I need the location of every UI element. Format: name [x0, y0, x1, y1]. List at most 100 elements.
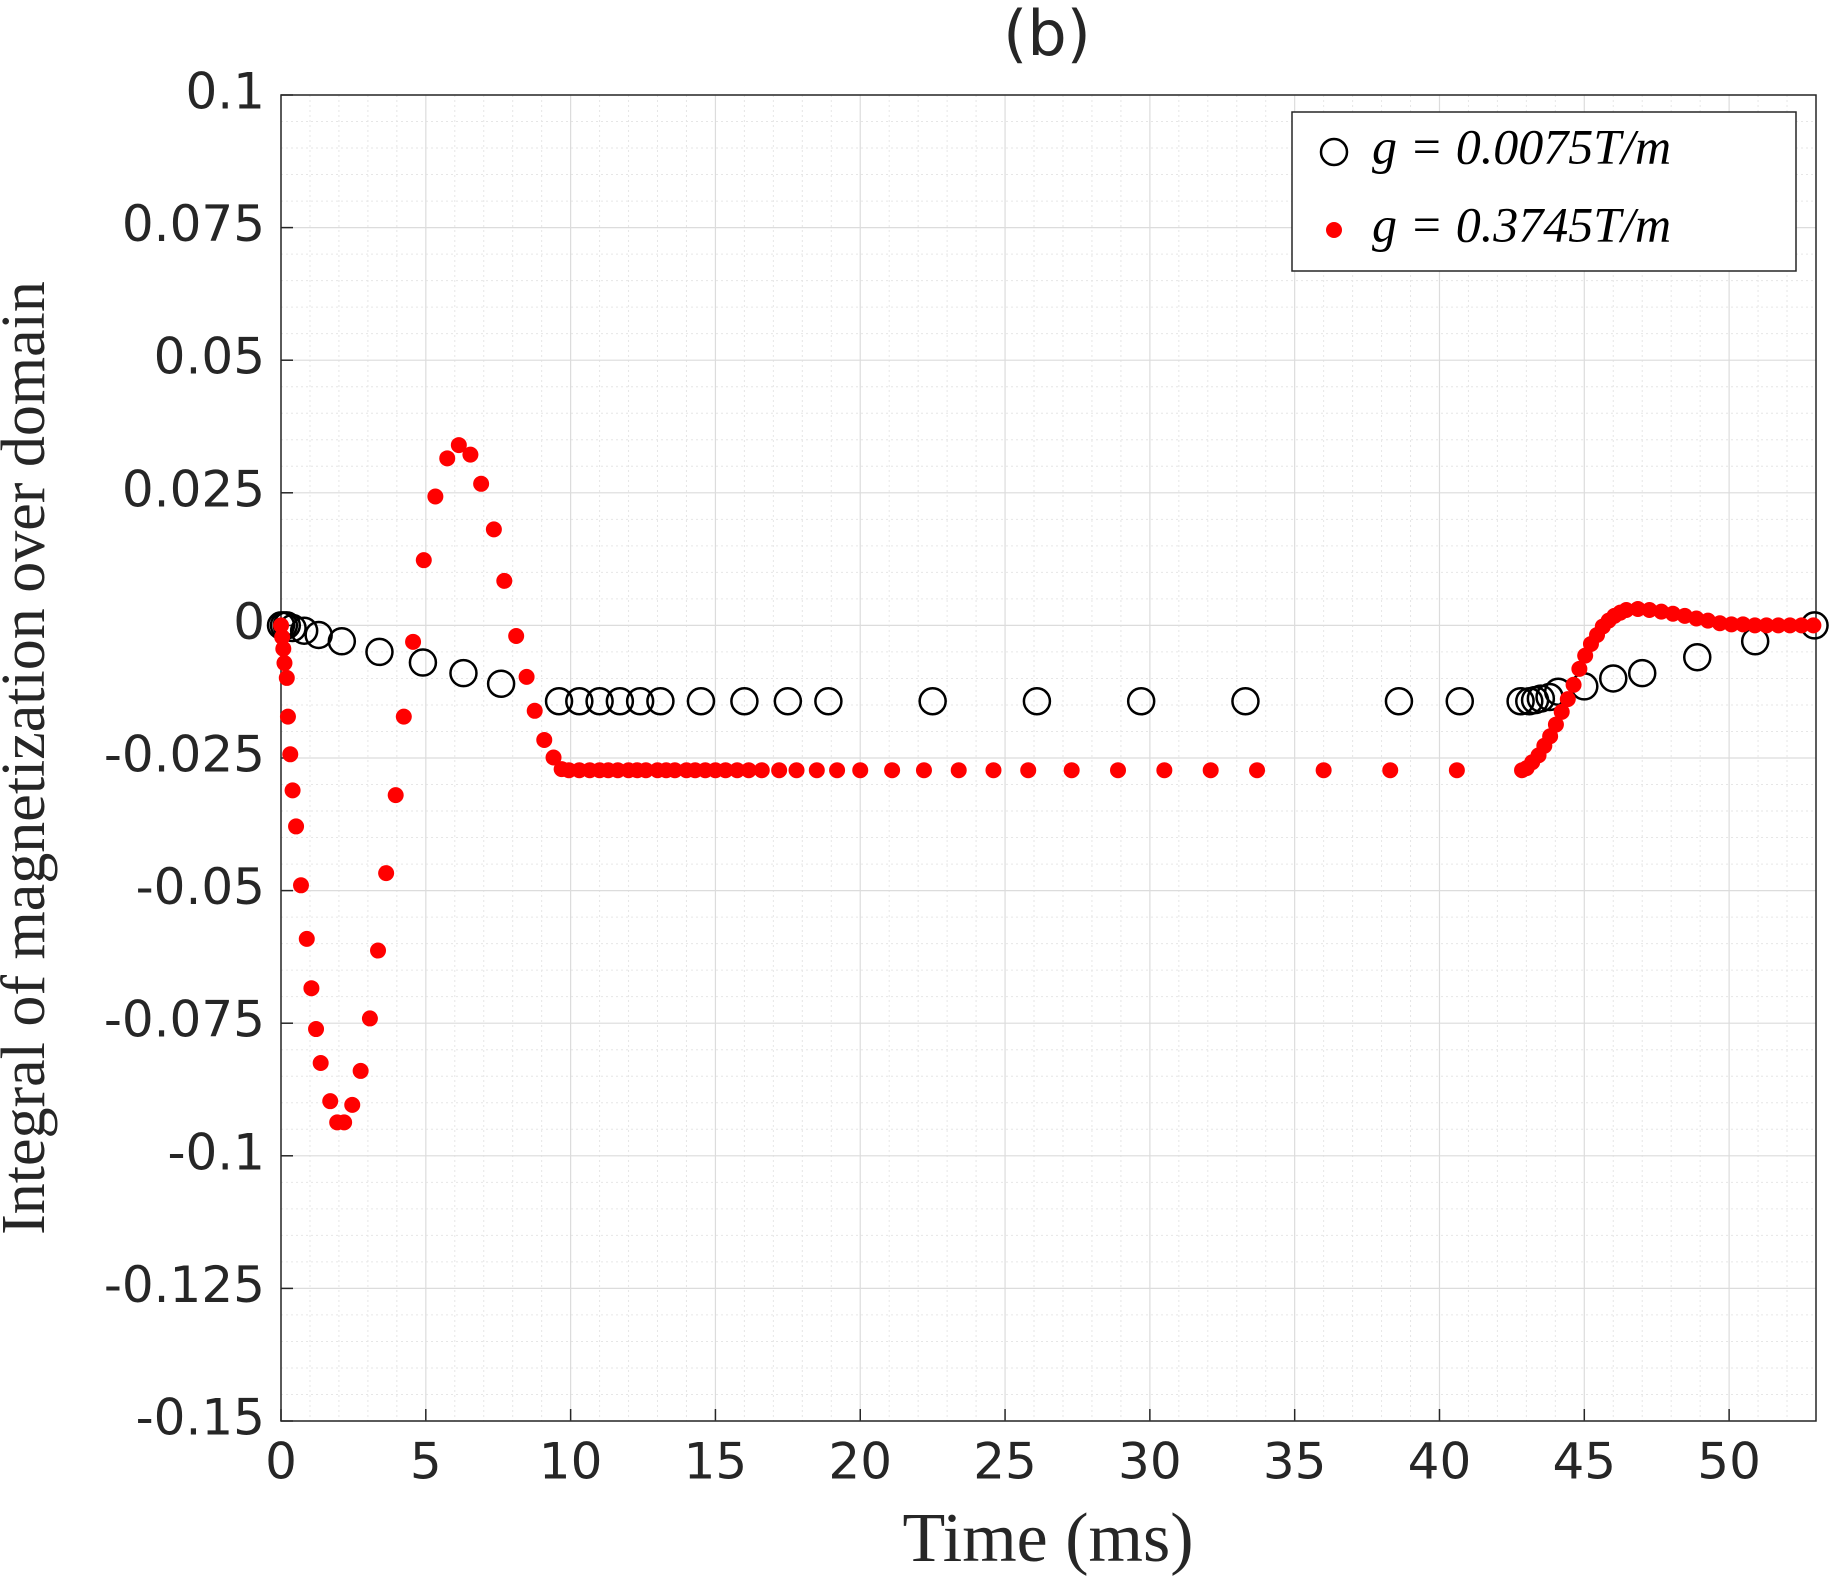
data-point	[450, 437, 467, 454]
data-point	[1629, 600, 1646, 617]
plot-area	[266, 437, 1829, 1131]
data-point	[288, 818, 305, 835]
data-point	[1526, 684, 1556, 713]
data-point	[1618, 602, 1635, 619]
legend-marker	[1319, 137, 1349, 167]
data-point	[1315, 762, 1332, 779]
data-point	[1063, 762, 1080, 779]
data-point	[1571, 660, 1588, 677]
data-point	[1599, 664, 1628, 693]
data-point	[814, 686, 843, 716]
y-tick-label: 0.1	[185, 63, 265, 121]
data-point	[405, 633, 422, 650]
data-point	[365, 637, 394, 667]
data-point	[518, 668, 535, 685]
data-point	[1758, 617, 1775, 634]
data-point	[717, 762, 734, 779]
data-point	[1547, 716, 1564, 733]
data-point	[985, 762, 1002, 779]
y-tick-label: -0.05	[136, 858, 265, 916]
data-point	[378, 865, 395, 882]
data-point	[1627, 658, 1657, 688]
data-point	[788, 762, 805, 779]
data-point	[1793, 617, 1810, 634]
data-point	[637, 762, 654, 779]
data-point	[322, 1093, 339, 1110]
data-point	[370, 942, 387, 959]
data-point	[686, 686, 716, 716]
x-tick-label: 20	[828, 1433, 892, 1491]
data-point	[449, 658, 478, 688]
legend-marker	[1326, 222, 1342, 238]
data-point	[298, 930, 315, 947]
data-point	[773, 686, 803, 716]
data-point	[344, 1096, 361, 1113]
y-tick-label: -0.15	[136, 1389, 265, 1447]
data-point	[526, 702, 543, 719]
data-point	[415, 552, 432, 569]
data-point	[1202, 762, 1219, 779]
x-axis-label: Time (ms)	[902, 1500, 1193, 1577]
x-tick-label: 40	[1408, 1433, 1472, 1491]
data-point	[282, 746, 299, 763]
data-point	[852, 762, 869, 779]
data-point	[462, 446, 479, 463]
data-point	[273, 617, 289, 634]
legend: g = 0.0075T/m g = 0.3745T/m	[1291, 111, 1797, 272]
data-point	[279, 708, 296, 725]
data-point	[536, 731, 553, 748]
data-point	[544, 686, 574, 716]
data-point	[1384, 686, 1414, 716]
data-point	[740, 762, 757, 779]
data-point	[289, 616, 319, 645]
data-point	[284, 782, 301, 799]
y-tick-label: -0.025	[104, 726, 265, 784]
data-point	[1683, 642, 1712, 672]
data-point	[1735, 616, 1752, 633]
data-point	[308, 1021, 325, 1038]
data-point	[1126, 686, 1156, 716]
data-point	[439, 450, 456, 467]
y-tick-label: -0.1	[167, 1123, 265, 1181]
data-point	[312, 1054, 329, 1071]
data-point	[427, 488, 444, 505]
data-point	[1641, 602, 1658, 619]
data-point	[1664, 605, 1681, 622]
y-tick-label: -0.075	[104, 991, 265, 1049]
data-point	[1781, 617, 1798, 634]
data-point	[352, 1062, 369, 1079]
data-point	[1382, 762, 1399, 779]
data-point	[771, 762, 788, 779]
x-tick-label: 0	[265, 1433, 297, 1491]
data-point	[918, 686, 947, 716]
data-point	[1711, 615, 1728, 632]
data-point	[646, 686, 675, 716]
data-point	[1746, 617, 1763, 634]
data-point	[1448, 762, 1465, 779]
data-point	[473, 475, 490, 492]
legend-label: g = 0.0075T/m	[1372, 118, 1671, 174]
data-point	[274, 629, 291, 646]
data-point	[336, 1114, 353, 1131]
data-point	[303, 980, 320, 997]
data-point	[1770, 617, 1787, 634]
data-point	[1723, 616, 1740, 633]
y-tick-label: 0.05	[154, 328, 265, 386]
data-point	[729, 762, 746, 779]
data-point	[276, 655, 293, 672]
data-point	[1249, 762, 1266, 779]
data-point	[408, 648, 438, 677]
data-point	[1506, 686, 1535, 716]
data-point	[275, 640, 292, 657]
data-point	[753, 762, 770, 779]
data-point	[1110, 762, 1127, 779]
data-point	[730, 686, 759, 716]
data-point	[625, 686, 655, 716]
y-tick-label: 0	[233, 593, 265, 651]
data-point	[1156, 762, 1173, 779]
data-point	[395, 708, 412, 725]
legend-box	[1291, 111, 1797, 272]
data-point	[496, 572, 513, 589]
data-point	[950, 762, 967, 779]
